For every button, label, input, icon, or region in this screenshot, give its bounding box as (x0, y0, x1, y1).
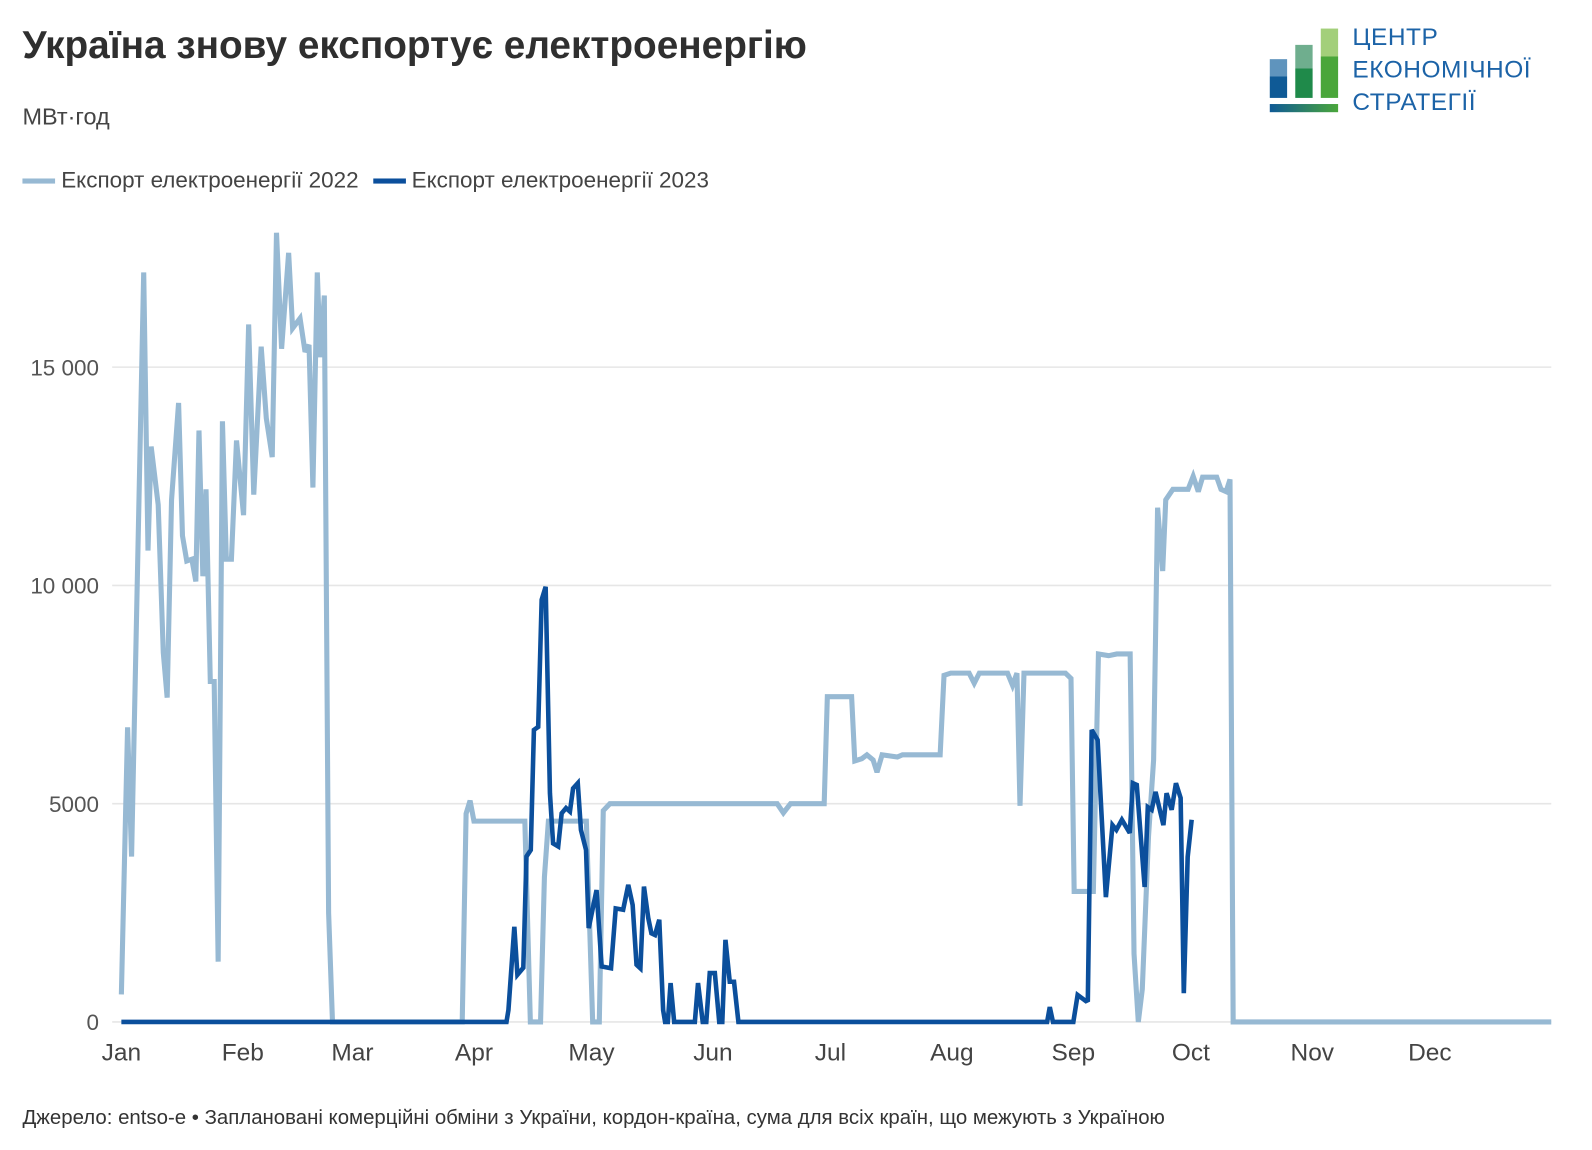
y-tick-label: 5000 (49, 792, 99, 817)
legend-item-2022: Експорт електроенергії 2022 (22, 167, 359, 194)
legend-swatch-2022 (22, 177, 56, 184)
ces-logo: ЦЕНТР ЕКОНОМІЧНОЇ СТРАТЕГІЇ (1268, 22, 1574, 119)
source-note: Джерело: entso-e • Заплановані комерційн… (22, 1106, 1165, 1130)
logo-text-line-2: ЕКОНОМІЧНОЇ (1352, 56, 1532, 84)
series-line-2023 (121, 586, 1194, 1025)
legend-label-2022: Експорт електроенергії 2022 (61, 167, 359, 193)
x-tick-label: Nov (1291, 1040, 1335, 1067)
legend: Експорт електроенергії 2022 Експорт елек… (22, 167, 723, 194)
x-tick-label: Jan (102, 1040, 141, 1067)
legend-swatch-2023 (372, 177, 406, 184)
x-tick-label: Aug (930, 1040, 974, 1067)
x-tick-label: Oct (1172, 1040, 1210, 1067)
y-tick-label: 0 (86, 1010, 98, 1035)
y-tick-label: 10 000 (30, 574, 99, 599)
series-line-2022 (118, 232, 1552, 1025)
line-chart: 0 5000 10 000 15 000 Jan Feb Mar Apr May Jun Jul A… (30, 232, 1552, 1067)
logo-bar-2 (1295, 44, 1313, 98)
x-tick-label: Feb (222, 1040, 264, 1067)
logo-underline (1269, 104, 1339, 113)
logo-bar-1 (1269, 59, 1288, 98)
y-tick-label: 15 000 (30, 355, 99, 380)
x-tick-label: Dec (1408, 1040, 1452, 1067)
x-tick-label: Sep (1052, 1040, 1096, 1067)
logo-bar-3 (1320, 28, 1339, 98)
x-tick-label: Mar (331, 1040, 373, 1067)
unit-label: МВт·год (22, 103, 110, 130)
x-tick-label: Apr (455, 1040, 493, 1067)
x-tick-label: Jul (815, 1040, 846, 1067)
logo-text-line-3: СТРАТЕГІЇ (1352, 88, 1477, 117)
x-tick-label: Jun (693, 1040, 732, 1067)
legend-label-2023: Експорт електроенергії 2023 (411, 167, 709, 193)
chart-title: Україна знову експортує електроенергію (22, 24, 807, 68)
x-tick-label: May (568, 1040, 615, 1067)
logo-text-line-1: ЦЕНТР (1352, 23, 1439, 51)
legend-item-2023: Експорт електроенергії 2023 (372, 167, 709, 194)
